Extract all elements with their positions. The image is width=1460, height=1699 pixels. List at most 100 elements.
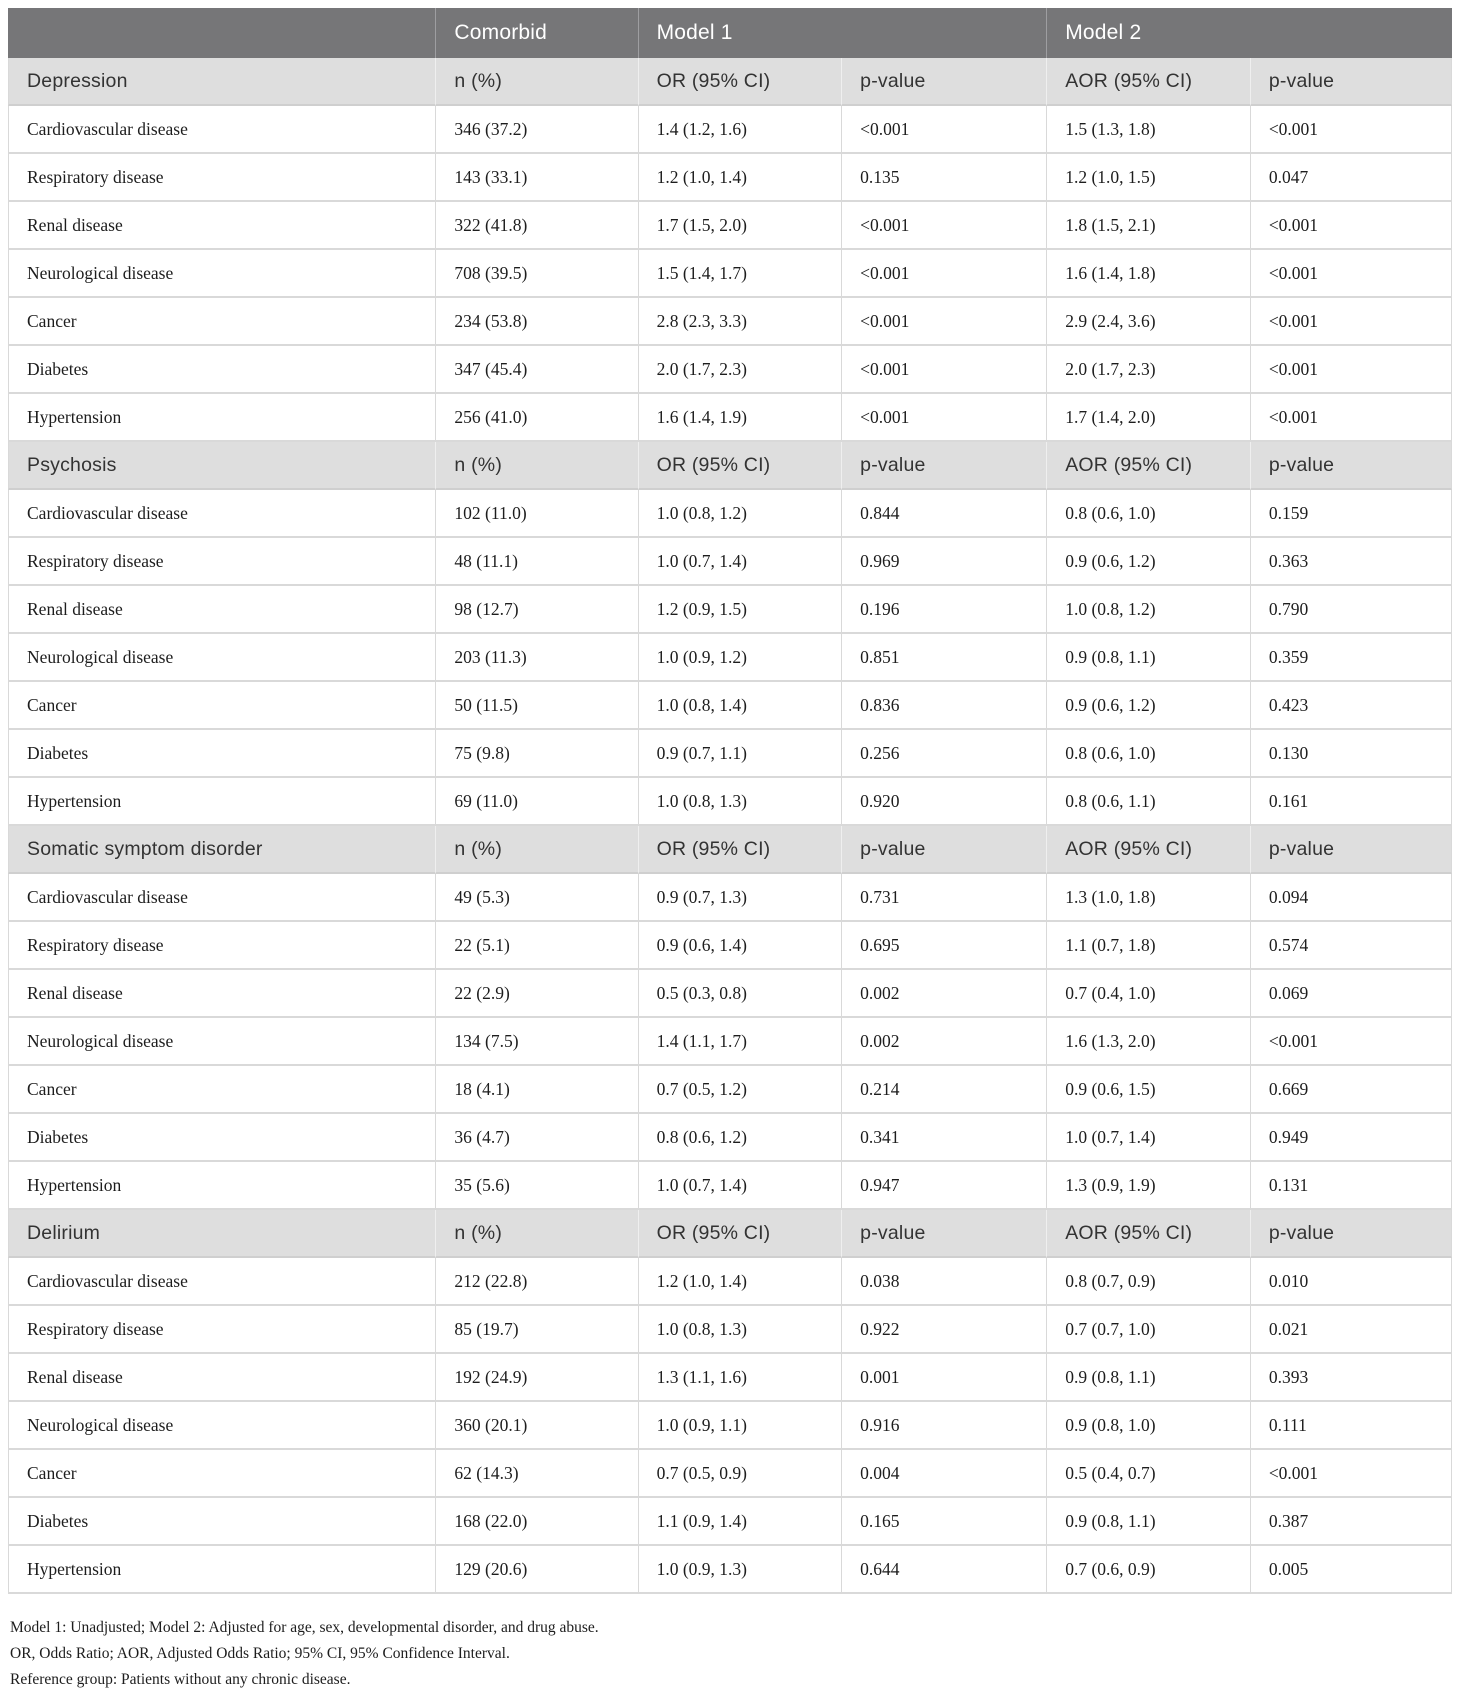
cell-or-ci: 1.0 (0.8, 1.3) xyxy=(637,1306,842,1354)
cell-n-pct: 360 (20.1) xyxy=(435,1402,638,1450)
cell-aor-ci: 1.6 (1.3, 2.0) xyxy=(1046,1018,1250,1066)
comorbidity-odds-table: Comorbid Model 1 Model 2 Depression n (%)… xyxy=(8,8,1452,1594)
table-row: Respiratory disease 22 (5.1) 0.9 (0.6, 1.4… xyxy=(8,922,1452,970)
table-row: Diabetes 75 (9.8) 0.9 (0.7, 1.1) 0.256 0.8 (… xyxy=(8,730,1452,778)
cell-n-pct: 69 (11.0) xyxy=(435,778,638,826)
section-subheader: p-value xyxy=(1249,1210,1452,1258)
table-row: Diabetes 36 (4.7) 0.8 (0.6, 1.2) 0.341 1.0 (… xyxy=(8,1114,1452,1162)
cell-or-ci: 2.0 (1.7, 2.3) xyxy=(637,346,842,394)
cell-p-value: 0.135 xyxy=(841,154,1047,202)
cell-aor-ci: 1.3 (0.9, 1.9) xyxy=(1046,1162,1250,1210)
cell-or-ci: 1.0 (0.8, 1.3) xyxy=(637,778,842,826)
cell-p-value: 0.001 xyxy=(841,1354,1047,1402)
row-label: Renal disease xyxy=(8,586,436,634)
row-label: Cardiovascular disease xyxy=(8,106,436,154)
section-subheader: n (%) xyxy=(435,58,638,106)
section-header-row: Psychosis n (%) OR (95% CI) p-value AOR (95%… xyxy=(8,442,1452,490)
row-label: Cancer xyxy=(8,682,436,730)
cell-n-pct: 129 (20.6) xyxy=(435,1546,638,1594)
row-label: Cardiovascular disease xyxy=(8,1258,436,1306)
cell-p-value: 0.196 xyxy=(841,586,1047,634)
cell-or-ci: 1.7 (1.5, 2.0) xyxy=(637,202,842,250)
cell-or-ci: 1.0 (0.7, 1.4) xyxy=(637,538,842,586)
cell-aor-ci: 1.5 (1.3, 1.8) xyxy=(1046,106,1250,154)
cell-n-pct: 143 (33.1) xyxy=(435,154,638,202)
row-label: Renal disease xyxy=(8,970,436,1018)
cell-n-pct: 192 (24.9) xyxy=(435,1354,638,1402)
cell-aor-ci: 1.0 (0.7, 1.4) xyxy=(1046,1114,1250,1162)
table-top-header-row: Comorbid Model 1 Model 2 xyxy=(8,8,1452,58)
table-row: Cancer 234 (53.8) 2.8 (2.3, 3.3) <0.001 2.9 … xyxy=(8,298,1452,346)
cell-aor-ci: 1.6 (1.4, 1.8) xyxy=(1046,250,1250,298)
row-label: Diabetes xyxy=(8,1498,436,1546)
cell-p-value: 0.669 xyxy=(1249,1066,1452,1114)
top-header-model1: Model 1 xyxy=(637,8,1047,58)
cell-p-value: <0.001 xyxy=(1249,298,1452,346)
section-subheader: OR (95% CI) xyxy=(637,442,842,490)
row-label: Cancer xyxy=(8,1066,436,1114)
cell-p-value: 0.131 xyxy=(1249,1162,1452,1210)
cell-or-ci: 1.4 (1.1, 1.7) xyxy=(637,1018,842,1066)
row-label: Respiratory disease xyxy=(8,154,436,202)
table-row: Renal disease 192 (24.9) 1.3 (1.1, 1.6) 0.0… xyxy=(8,1354,1452,1402)
row-label: Hypertension xyxy=(8,778,436,826)
cell-n-pct: 134 (7.5) xyxy=(435,1018,638,1066)
cell-p-value: 0.021 xyxy=(1249,1306,1452,1354)
cell-n-pct: 346 (37.2) xyxy=(435,106,638,154)
row-label: Respiratory disease xyxy=(8,1306,436,1354)
cell-n-pct: 85 (19.7) xyxy=(435,1306,638,1354)
section-subheader: AOR (95% CI) xyxy=(1046,58,1250,106)
cell-n-pct: 62 (14.3) xyxy=(435,1450,638,1498)
section-subheader: OR (95% CI) xyxy=(637,826,842,874)
cell-p-value: <0.001 xyxy=(841,394,1047,442)
table-row: Hypertension 256 (41.0) 1.6 (1.4, 1.9) <0.0… xyxy=(8,394,1452,442)
cell-p-value: 0.916 xyxy=(841,1402,1047,1450)
cell-aor-ci: 0.7 (0.4, 1.0) xyxy=(1046,970,1250,1018)
cell-n-pct: 203 (11.3) xyxy=(435,634,638,682)
cell-p-value: <0.001 xyxy=(841,346,1047,394)
cell-p-value: <0.001 xyxy=(841,202,1047,250)
cell-p-value: 0.949 xyxy=(1249,1114,1452,1162)
cell-n-pct: 22 (2.9) xyxy=(435,970,638,1018)
table-row: Neurological disease 203 (11.3) 1.0 (0.9, … xyxy=(8,634,1452,682)
cell-aor-ci: 2.0 (1.7, 2.3) xyxy=(1046,346,1250,394)
cell-p-value: <0.001 xyxy=(1249,106,1452,154)
cell-p-value: 0.969 xyxy=(841,538,1047,586)
cell-p-value: 0.047 xyxy=(1249,154,1452,202)
row-label: Cancer xyxy=(8,298,436,346)
cell-aor-ci: 0.7 (0.6, 0.9) xyxy=(1046,1546,1250,1594)
table-row: Cancer 62 (14.3) 0.7 (0.5, 0.9) 0.004 0.5 (0… xyxy=(8,1450,1452,1498)
section-subheader: OR (95% CI) xyxy=(637,58,842,106)
row-label: Respiratory disease xyxy=(8,922,436,970)
cell-n-pct: 50 (11.5) xyxy=(435,682,638,730)
row-label: Diabetes xyxy=(8,346,436,394)
row-label: Neurological disease xyxy=(8,634,436,682)
cell-or-ci: 0.9 (0.7, 1.3) xyxy=(637,874,842,922)
cell-or-ci: 1.0 (0.7, 1.4) xyxy=(637,1162,842,1210)
section-subheader: p-value xyxy=(1249,58,1452,106)
cell-or-ci: 1.4 (1.2, 1.6) xyxy=(637,106,842,154)
table-row: Renal disease 322 (41.8) 1.7 (1.5, 2.0) <0.… xyxy=(8,202,1452,250)
cell-p-value: <0.001 xyxy=(841,106,1047,154)
cell-aor-ci: 0.9 (0.6, 1.2) xyxy=(1046,538,1250,586)
cell-n-pct: 35 (5.6) xyxy=(435,1162,638,1210)
table-row: Cardiovascular disease 212 (22.8) 1.2 (1.0… xyxy=(8,1258,1452,1306)
section-subheader: n (%) xyxy=(435,442,638,490)
cell-aor-ci: 1.2 (1.0, 1.5) xyxy=(1046,154,1250,202)
cell-or-ci: 1.0 (0.8, 1.2) xyxy=(637,490,842,538)
cell-or-ci: 0.9 (0.7, 1.1) xyxy=(637,730,842,778)
cell-p-value: 0.069 xyxy=(1249,970,1452,1018)
cell-aor-ci: 1.0 (0.8, 1.2) xyxy=(1046,586,1250,634)
cell-n-pct: 708 (39.5) xyxy=(435,250,638,298)
cell-or-ci: 1.2 (1.0, 1.4) xyxy=(637,1258,842,1306)
cell-or-ci: 1.6 (1.4, 1.9) xyxy=(637,394,842,442)
cell-p-value: 0.094 xyxy=(1249,874,1452,922)
table-row: Hypertension 129 (20.6) 1.0 (0.9, 1.3) 0.64… xyxy=(8,1546,1452,1594)
table-row: Diabetes 347 (45.4) 2.0 (1.7, 2.3) <0.001 2.… xyxy=(8,346,1452,394)
cell-or-ci: 1.0 (0.9, 1.2) xyxy=(637,634,842,682)
section-title: Somatic symptom disorder xyxy=(8,826,436,874)
cell-or-ci: 1.2 (0.9, 1.5) xyxy=(637,586,842,634)
top-header-blank xyxy=(8,8,436,58)
section-subheader: p-value xyxy=(841,1210,1047,1258)
